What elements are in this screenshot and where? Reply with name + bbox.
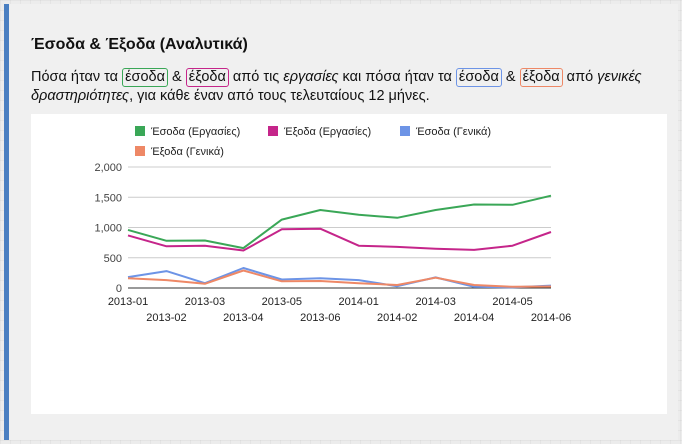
expense-jobs-highlight: έξοδα	[185, 68, 229, 87]
x-tick-label: 2013-03	[185, 296, 225, 308]
legend-swatch	[135, 146, 145, 156]
series-line	[127, 227, 552, 252]
y-tick-label: 2,000	[94, 162, 122, 174]
intro-text-part: &	[168, 69, 186, 85]
report-panel: Έσοδα & Έξοδα (Αναλυτικά) Πόσα ήταν τα έ…	[4, 4, 678, 440]
x-tick-label: 2014-05	[492, 296, 532, 308]
panel-title: Έσοδα & Έξοδα (Αναλυτικά)	[31, 36, 248, 53]
y-tick-label: 0	[116, 283, 122, 295]
legend-label: Έσοδα (Γενικά)	[415, 126, 491, 138]
legend-label: Έσοδα (Εργασίες)	[150, 126, 240, 138]
expense-general-highlight: έξοδα	[519, 68, 563, 87]
intro-text-part: από τις	[228, 69, 284, 85]
income-jobs-highlight: έσοδα	[122, 68, 169, 87]
legend-swatch	[400, 126, 410, 136]
legend-swatch	[268, 126, 278, 136]
legend-label: Έξοδα (Γενικά)	[150, 146, 224, 158]
x-tick-label: 2014-06	[531, 312, 571, 324]
x-tick-label: 2014-02	[377, 312, 417, 324]
intro-text-part: και πόσα ήταν τα	[338, 69, 456, 85]
x-tick-label: 2013-01	[108, 296, 148, 308]
income-general-highlight: έσοδα	[455, 68, 502, 87]
jobs-emphasis: εργασίες	[283, 69, 339, 85]
x-tick-label: 2014-03	[415, 296, 455, 308]
series-line	[127, 269, 552, 288]
line-chart: 0 500 1,000 1,500 2,000 2013-01 2013-02 2013-03…	[94, 126, 571, 324]
x-tick-label: 2014-01	[339, 296, 379, 308]
intro-text-part: Πόσα ήταν τα	[31, 69, 123, 85]
x-tick-label: 2013-02	[146, 312, 186, 324]
series-line	[127, 267, 552, 289]
y-tick-label: 500	[104, 253, 122, 265]
intro-text-part: &	[501, 69, 520, 85]
intro-text: Πόσα ήταν τα έσοδα & έξοδα από τις εργασ…	[31, 68, 671, 106]
x-tick-label: 2014-04	[454, 312, 494, 324]
legend-label: Έξοδα (Εργασίες)	[283, 126, 371, 138]
x-tick-label: 2013-06	[300, 312, 340, 324]
x-tick-label: 2013-04	[223, 312, 263, 324]
y-tick-label: 1,500	[94, 192, 122, 204]
legend-swatch	[135, 126, 145, 136]
y-tick-label: 1,000	[94, 223, 122, 235]
intro-text-part: , για κάθε έναν από τους τελευταίους 12 …	[129, 88, 430, 104]
general-emphasis: γενικές δραστηριότητες	[31, 69, 642, 104]
chart-card: 0 500 1,000 1,500 2,000 2013-01 2013-02 2013-03…	[31, 114, 667, 414]
series-line	[127, 194, 552, 250]
intro-text-part: από	[562, 69, 598, 85]
x-tick-label: 2013-05	[262, 296, 302, 308]
